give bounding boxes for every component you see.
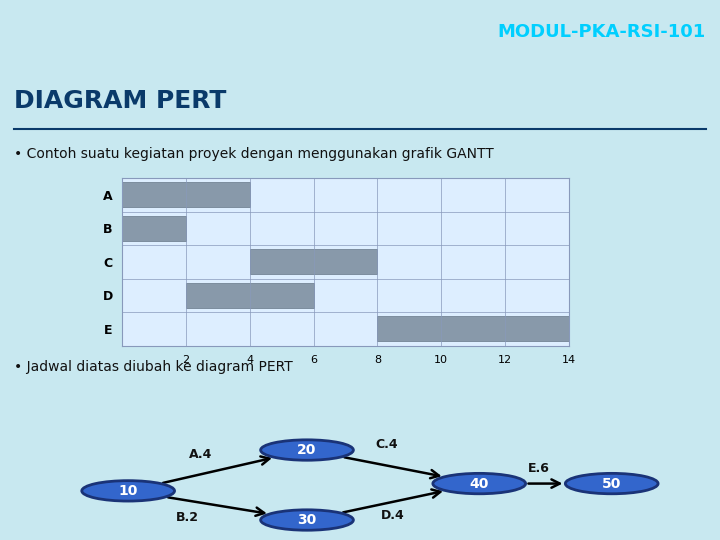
Text: DIAGRAM PERT: DIAGRAM PERT: [14, 89, 227, 113]
Text: E.6: E.6: [528, 462, 550, 476]
Circle shape: [82, 481, 174, 501]
Bar: [186, 283, 314, 308]
Text: A.4: A.4: [189, 448, 212, 461]
Text: 50: 50: [602, 477, 621, 490]
Text: C.4: C.4: [375, 438, 398, 451]
Circle shape: [433, 474, 526, 494]
Text: MODUL-PKA-RSI-101: MODUL-PKA-RSI-101: [498, 23, 706, 42]
Text: 40: 40: [469, 477, 489, 490]
Text: • Contoh suatu kegiatan proyek dengan menggunakan grafik GANTT: • Contoh suatu kegiatan proyek dengan me…: [14, 147, 494, 161]
Bar: [250, 249, 377, 274]
Circle shape: [565, 474, 658, 494]
Text: 20: 20: [297, 443, 317, 457]
Circle shape: [261, 440, 354, 460]
Text: D.4: D.4: [382, 509, 405, 522]
Bar: [122, 183, 250, 207]
Text: • Jadwal diatas diubah ke diagram PERT: • Jadwal diatas diubah ke diagram PERT: [14, 360, 293, 374]
Circle shape: [261, 510, 354, 530]
Text: B.2: B.2: [176, 511, 199, 524]
Text: 30: 30: [297, 513, 317, 527]
Bar: [122, 216, 186, 241]
Text: 10: 10: [119, 484, 138, 498]
Bar: [377, 316, 569, 341]
